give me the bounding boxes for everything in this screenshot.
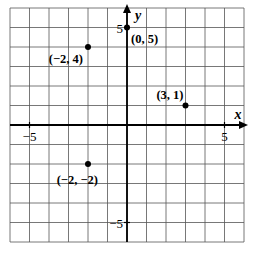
x-arrow [239, 121, 248, 129]
x-tick-label: 5 [221, 129, 228, 144]
grid-line [127, 8, 128, 242]
points [85, 25, 189, 168]
chart-container: x y −5 5 −5 5 (−2, 4) (0, 5) (3, 1) (−2, −2) [0, 0, 255, 254]
point-label: (0, 5) [131, 32, 158, 46]
point-label: (3, 1) [156, 88, 183, 102]
y-tick-label: −5 [109, 216, 123, 231]
grid [10, 8, 244, 242]
x-axis-label: x [234, 107, 242, 122]
y-arrow [123, 4, 131, 13]
point [124, 25, 130, 31]
point-label: (−2, 4) [49, 52, 83, 66]
point [85, 161, 91, 167]
grid-line [10, 222, 244, 223]
point [85, 44, 91, 50]
x-tick-label: −5 [23, 129, 37, 144]
grid-line [224, 8, 225, 242]
axes: x y −5 5 −5 5 [10, 4, 248, 242]
x-tick [224, 122, 225, 128]
x-tick [29, 122, 30, 128]
y-axis-label: y [133, 8, 142, 23]
y-axis [126, 8, 128, 242]
point [183, 103, 189, 109]
y-tick-label: 5 [117, 21, 124, 36]
chart: x y −5 5 −5 5 (−2, 4) (0, 5) (3, 1) (−2, −2) [0, 0, 255, 254]
annotations: (−2, 4) (0, 5) (3, 1) (−2, −2) [49, 32, 184, 188]
grid-line [29, 8, 30, 242]
y-tick [124, 222, 130, 223]
point-label: (−2, −2) [57, 173, 98, 187]
